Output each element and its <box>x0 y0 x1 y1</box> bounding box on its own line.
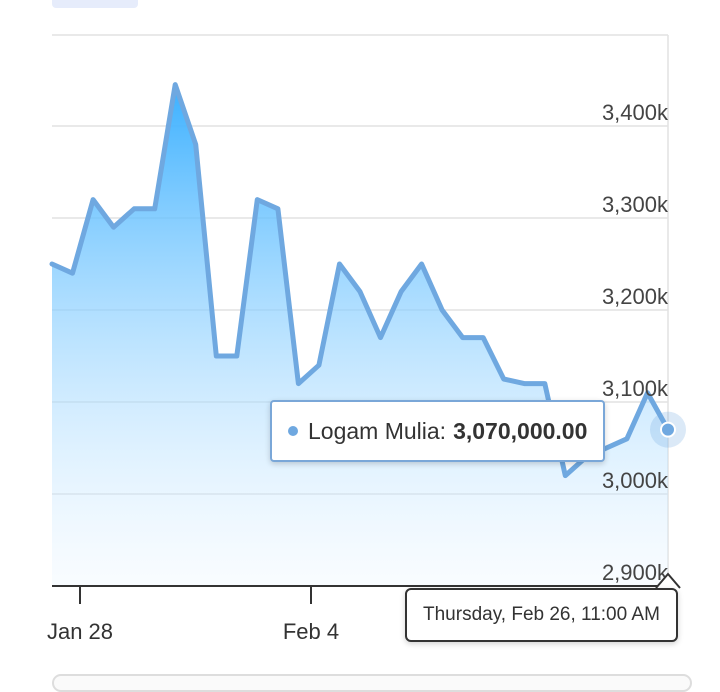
y-tick-label: 2,900k <box>602 560 669 585</box>
tooltip-series-label: Logam Mulia: <box>308 417 447 444</box>
y-tick-label: 3,400k <box>602 100 669 125</box>
date-tooltip-pointer <box>655 572 681 589</box>
series-line <box>49 82 671 479</box>
tooltip-value: 3,070,000.00 <box>453 417 588 444</box>
y-tick-label: 3,000k <box>602 468 669 493</box>
date-tooltip: Thursday, Feb 26, 11:00 AM <box>405 588 678 642</box>
x-tick-label: Jan 28 <box>47 619 113 644</box>
y-tick-label: 3,300k <box>602 192 669 217</box>
tooltip-date: Thursday, Feb 26, 11:00 AM <box>423 604 660 625</box>
top-chip <box>52 0 138 8</box>
value-tooltip: Logam Mulia: 3,070,000.00 <box>270 400 606 462</box>
x-axis-ticks: Jan 28 Feb 4 <box>47 586 339 644</box>
series-dot-icon <box>288 426 298 436</box>
series-area <box>52 84 668 586</box>
hover-point <box>660 421 676 438</box>
hover-marker[interactable] <box>650 411 686 589</box>
y-tick-label: 3,100k <box>602 376 669 401</box>
bottom-range-bar[interactable] <box>52 674 692 692</box>
x-tick-label: Feb 4 <box>283 619 339 644</box>
y-tick-label: 3,200k <box>602 284 669 309</box>
y-axis-labels: 3,400k 3,300k 3,200k 3,100k 3,000k 2,900k <box>602 100 669 585</box>
